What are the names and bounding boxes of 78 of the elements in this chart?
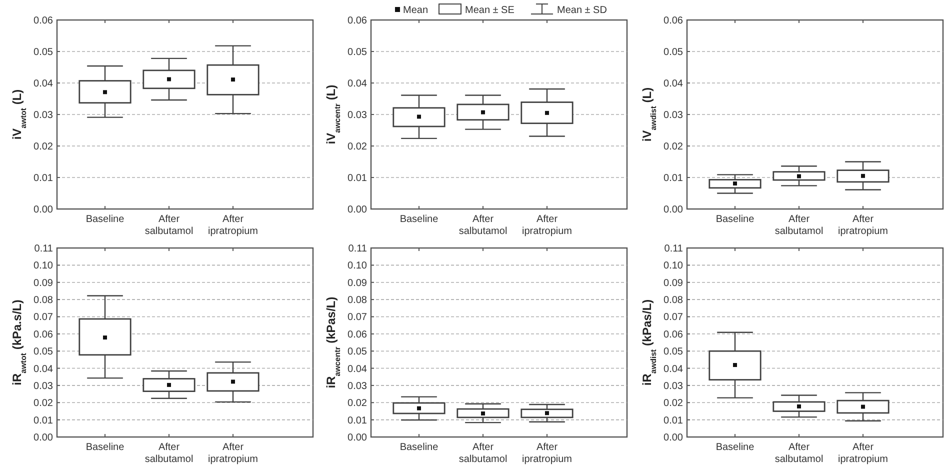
y-tick-label: 0.02: [664, 398, 684, 410]
y-tick-label: 0.10: [348, 260, 368, 272]
x-tick-label: Baseline: [86, 442, 125, 453]
x-tick-label: After ipratropium: [522, 214, 572, 237]
y-tick-label: 0.00: [664, 432, 684, 444]
x-tick-label: Baseline: [400, 214, 439, 225]
y-tick-label: 0.01: [34, 173, 54, 184]
x-tick-label: After ipratropium: [838, 214, 888, 237]
y-tick-label: 0.11: [348, 244, 368, 254]
x-tick-label: After ipratropium: [208, 214, 258, 237]
y-tick-label: 0.05: [34, 47, 54, 58]
y-tick-label: 0.02: [348, 142, 368, 152]
y-tick-label: 0.08: [348, 295, 368, 306]
y-tick-label: 0.08: [34, 295, 54, 306]
x-tick-label: After ipratropium: [838, 442, 888, 465]
y-tick-label: 0.04: [348, 364, 368, 375]
x-tick-label: Baseline: [716, 214, 755, 225]
text: Mean: [403, 5, 428, 16]
y-tick-label: 0.04: [34, 364, 54, 375]
y-tick-label: 0.03: [348, 380, 368, 392]
y-tick-label: 0.07: [348, 312, 368, 324]
y-tick-label: 0.00: [348, 432, 368, 444]
y-tick-label: 0.11: [664, 244, 684, 254]
y-tick-label: 0.07: [34, 312, 54, 324]
y-tick-label: 0.06: [664, 329, 684, 340]
y-tick-label: 0.11: [34, 244, 54, 254]
y-tick-label: 0.01: [34, 415, 54, 426]
x-tick-label: After salbutamol: [144, 442, 194, 465]
y-tick-label: 0.00: [34, 432, 54, 444]
y-tick-label: 0.08: [664, 295, 684, 306]
y-tick-label: 0.00: [34, 204, 54, 216]
text: Mean ± SE: [465, 5, 515, 16]
y-tick-label: 0.07: [664, 312, 684, 324]
y-tick-label: 0.01: [664, 173, 684, 184]
y-tick-label: 0.09: [348, 278, 368, 289]
y-tick-label: 0.06: [348, 329, 368, 340]
y-tick-label: 0.03: [348, 110, 368, 121]
y-tick-label: 0.03: [664, 110, 684, 121]
y-tick-label: 0.03: [34, 110, 54, 121]
x-tick-label: After ipratropium: [208, 442, 258, 465]
y-tick-label: 0.05: [664, 346, 684, 358]
y-tick-label: 0.03: [664, 380, 684, 392]
x-tick-label: Baseline: [86, 214, 125, 225]
y-tick-label: 0.10: [664, 260, 684, 272]
y-tick-label: 0.06: [34, 16, 54, 26]
x-tick-label: After ipratropium: [522, 442, 572, 465]
y-tick-label: 0.01: [348, 415, 368, 426]
y-tick-label: 0.00: [348, 204, 368, 216]
text: Mean ± SD: [557, 5, 607, 16]
y-tick-label: 0.01: [664, 415, 684, 426]
x-tick-label: After salbutamol: [774, 214, 824, 237]
y-tick-label: 0.02: [34, 398, 54, 410]
y-tick-label: 0.09: [34, 278, 54, 289]
y-tick-label: 0.06: [34, 329, 54, 340]
y-tick-label: 0.03: [34, 380, 54, 392]
y-tick-label: 0.04: [664, 364, 684, 375]
y-tick-label: 0.05: [34, 346, 54, 358]
y-tick-label: 0.00: [664, 204, 684, 216]
y-tick-label: 0.02: [664, 142, 684, 152]
y-tick-label: 0.04: [348, 78, 368, 90]
y-tick-label: 0.02: [348, 398, 368, 410]
y-tick-label: 0.05: [348, 346, 368, 358]
x-tick-label: After salbutamol: [144, 214, 194, 237]
x-tick-label: After salbutamol: [458, 214, 508, 237]
y-tick-label: 0.10: [34, 260, 54, 272]
x-tick-label: After salbutamol: [774, 442, 824, 465]
y-tick-label: 0.02: [34, 142, 54, 152]
y-tick-label: 0.04: [664, 78, 684, 90]
y-tick-label: 0.05: [348, 47, 368, 58]
y-tick-label: 0.06: [348, 16, 368, 26]
x-tick-label: Baseline: [400, 442, 439, 453]
y-tick-label: 0.09: [664, 278, 684, 289]
y-tick-label: 0.01: [348, 173, 368, 184]
x-tick-label: Baseline: [716, 442, 755, 453]
y-tick-label: 0.05: [664, 47, 684, 58]
y-tick-label: 0.06: [664, 16, 684, 26]
x-tick-label: After salbutamol: [458, 442, 508, 465]
y-tick-label: 0.04: [34, 78, 54, 90]
